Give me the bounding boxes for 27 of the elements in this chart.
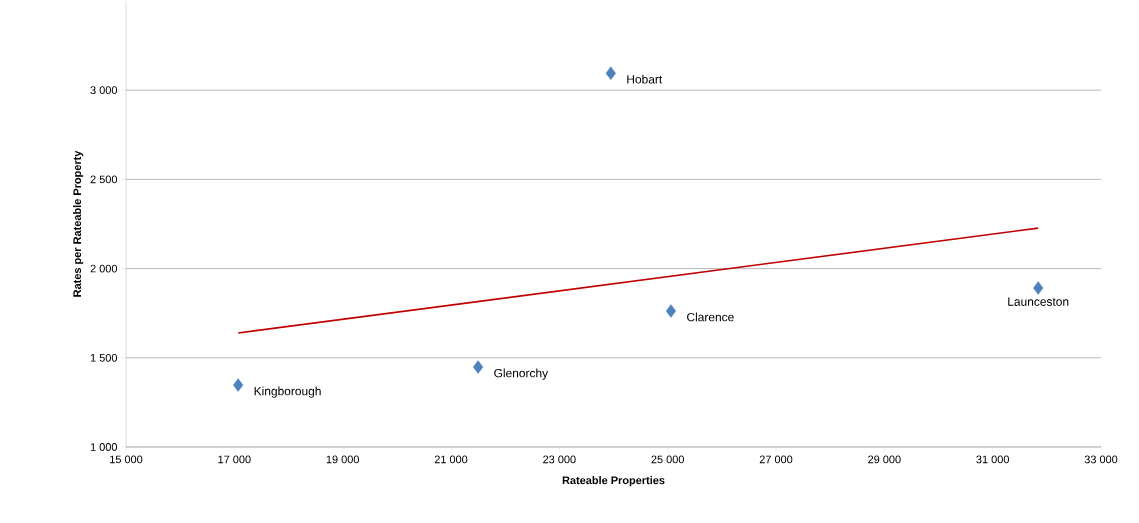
- x-axis-title: Rateable Properties: [562, 476, 665, 487]
- y-tick-label: 2 000: [90, 264, 118, 273]
- annotation: Hobart: [627, 74, 663, 84]
- x-tick-label: 19 000: [326, 455, 359, 464]
- y-axis-title: Rates per Rateable Property: [73, 150, 84, 297]
- y-tick-label: 3 000: [90, 86, 118, 95]
- annotation: Kingborough: [254, 386, 321, 398]
- x-tick-label: 21 000: [434, 455, 468, 464]
- point: [665, 304, 676, 318]
- y-tick-label: 1 000: [90, 443, 118, 451]
- y-tick-label: 1 500: [90, 353, 118, 362]
- x-tick-label: 23 000: [543, 455, 576, 464]
- annotation: Launceston: [1008, 297, 1069, 306]
- x-tick-label: 25 000: [651, 455, 684, 464]
- y-tick-label: 2 500: [90, 175, 118, 184]
- x-tick-label: 15 000: [110, 455, 143, 464]
- x-tick-label: 33 000: [1084, 455, 1118, 464]
- annotation: Clarence: [687, 312, 734, 322]
- annotation: Glenorchy: [494, 368, 549, 380]
- point: [1033, 281, 1044, 295]
- x-tick-label: 31 000: [976, 455, 1009, 464]
- x-tick-label: 29 000: [868, 455, 901, 464]
- point: [473, 360, 484, 374]
- x-tick-label: 17 000: [218, 455, 251, 464]
- point: [233, 378, 244, 392]
- x-tick-label: 27 000: [759, 455, 793, 464]
- point: [605, 66, 616, 80]
